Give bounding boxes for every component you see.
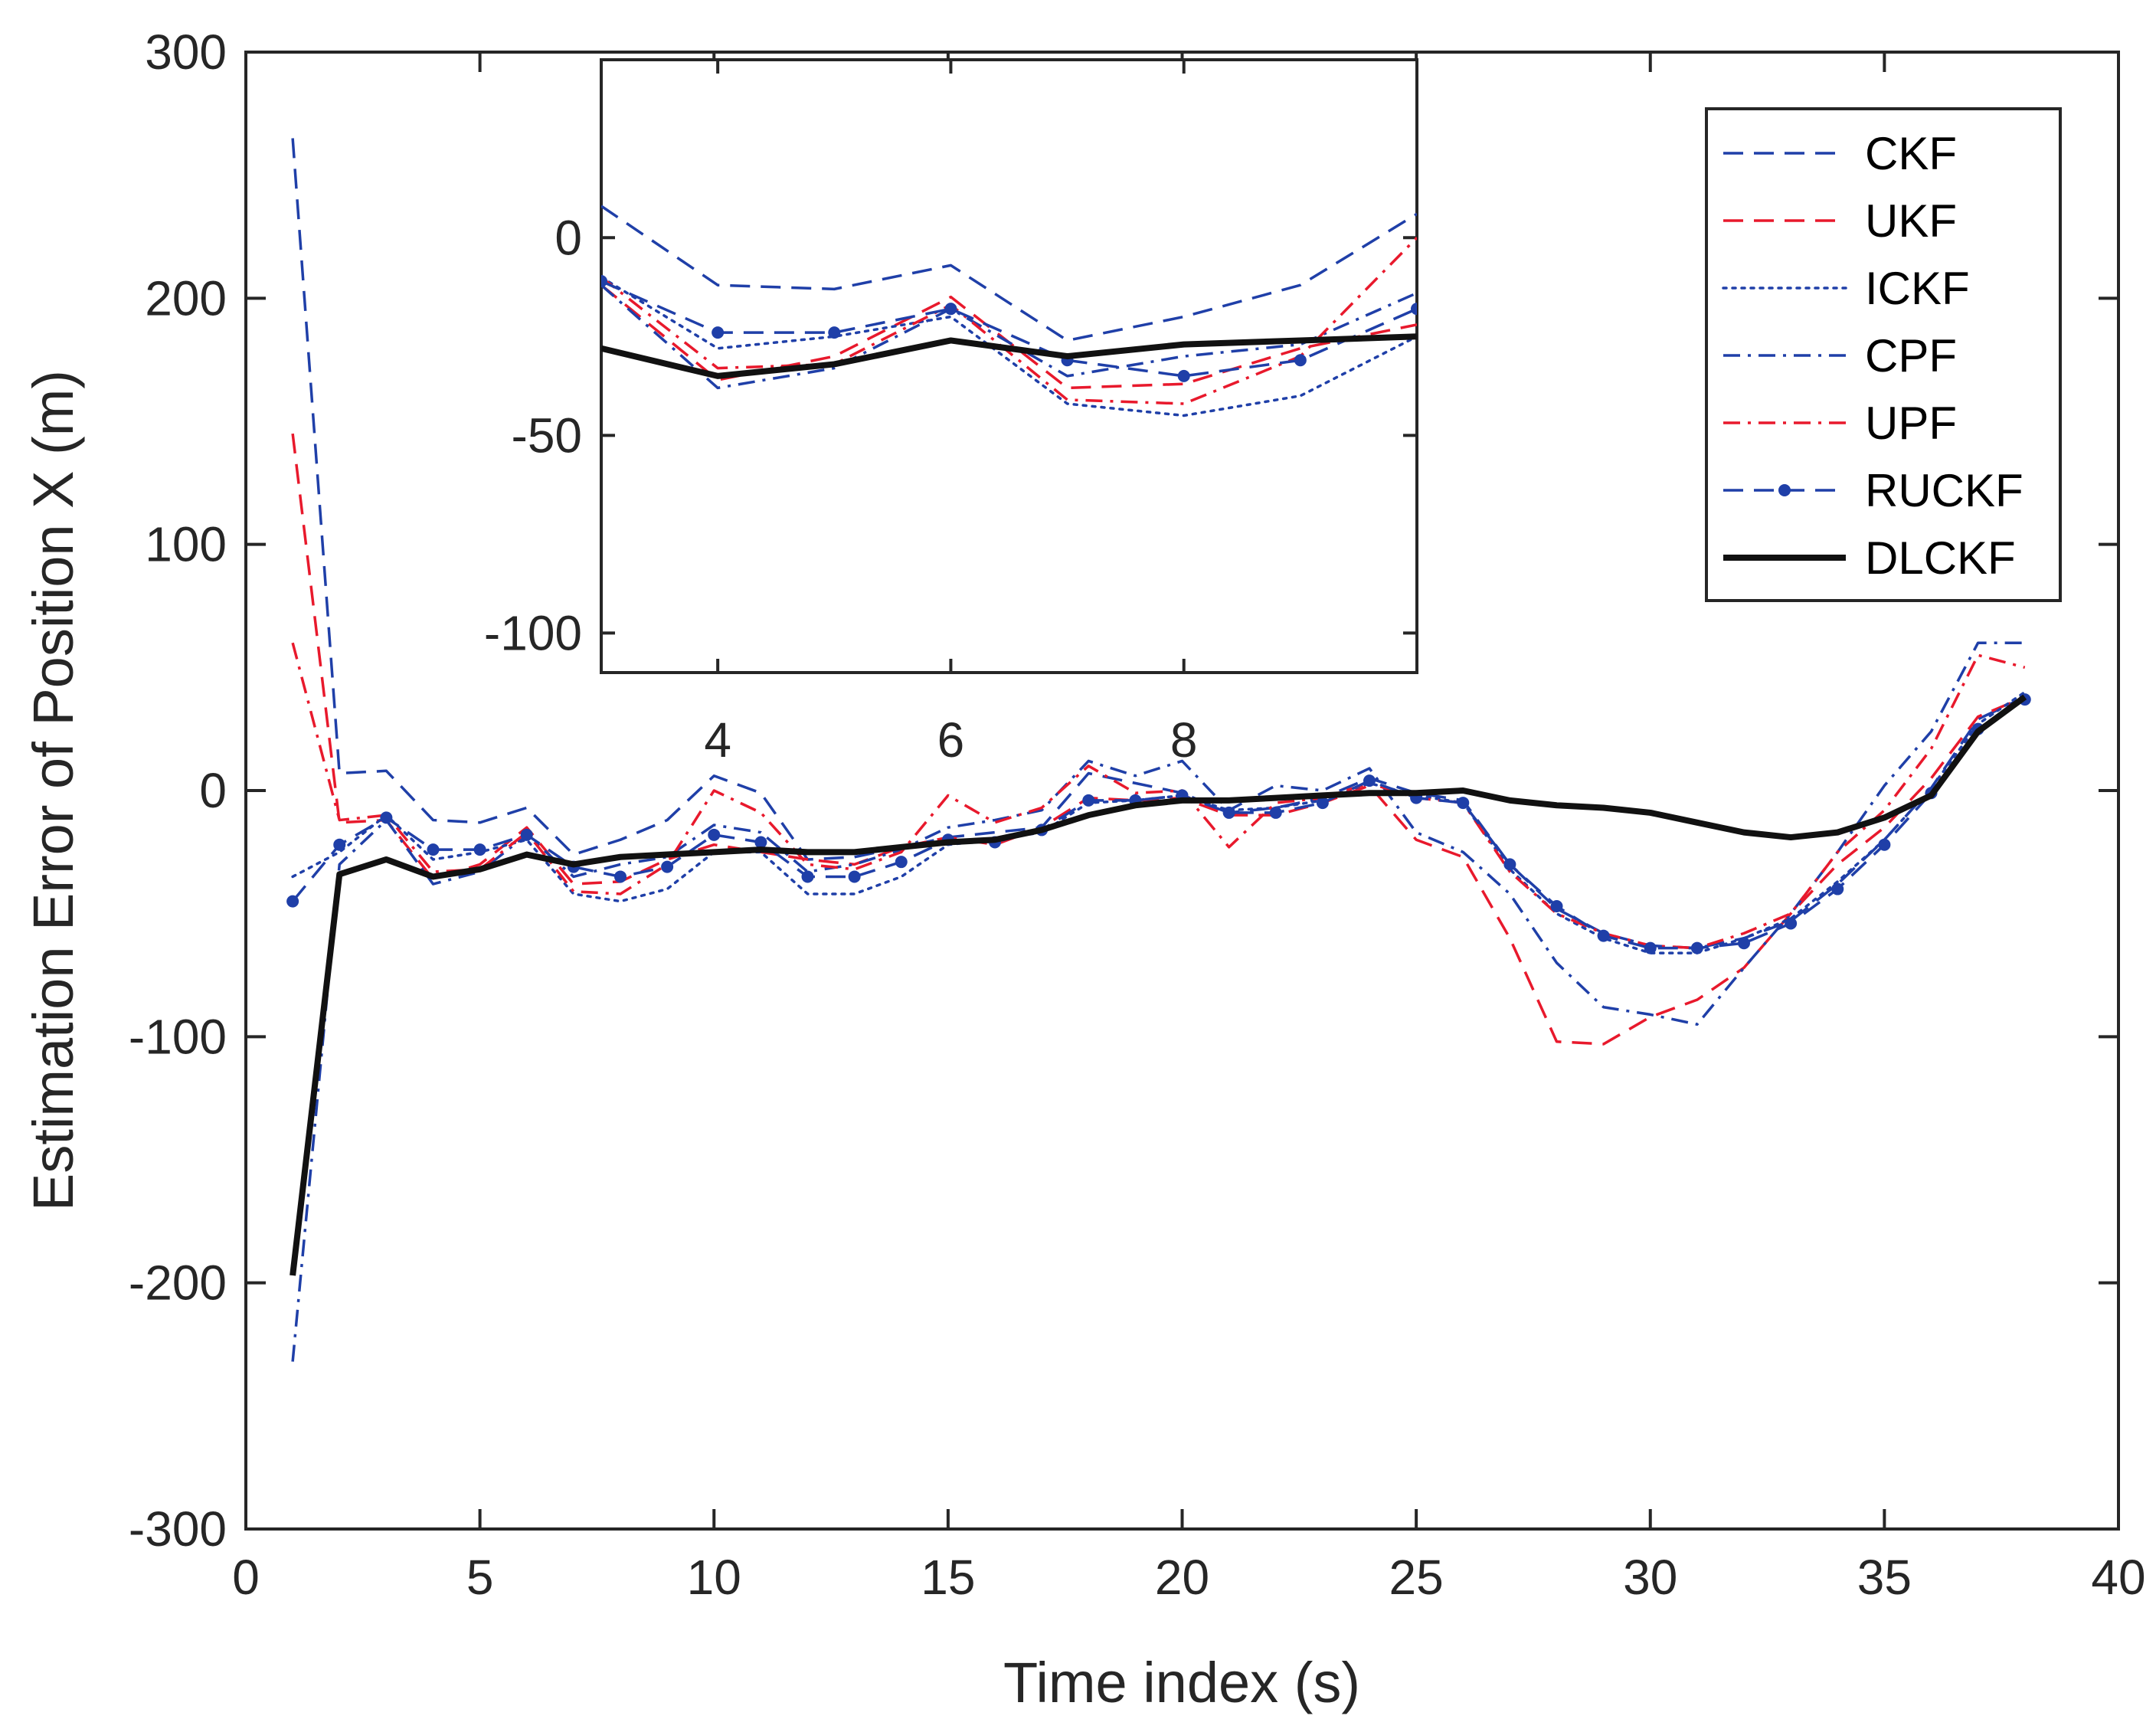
series-point-ruckf	[1597, 929, 1610, 942]
series-point-ruckf	[333, 838, 346, 851]
series-line-cpf	[291, 641, 2025, 1362]
series-point-ruckf	[1690, 941, 1703, 954]
series-point-ruckf	[1831, 882, 1844, 895]
series-point-ruckf	[1222, 806, 1235, 819]
series-point-ruckf	[895, 856, 908, 869]
inset-series-point-ruckf	[1411, 303, 1417, 316]
y-tick-label: 300	[145, 25, 227, 80]
inset-series-line-dlckf	[601, 333, 1417, 379]
y-tick-label: -100	[129, 1009, 227, 1064]
inset-series-point-ruckf	[1177, 369, 1190, 382]
inset-series-group	[601, 205, 1417, 417]
series-point-ruckf	[427, 843, 440, 856]
x-tick-label: 15	[921, 1550, 975, 1605]
legend-label: UKF	[1865, 195, 1957, 247]
inset-series-point-ruckf	[1294, 354, 1307, 367]
series-point-ruckf	[1738, 937, 1750, 950]
series-point-ruckf	[1457, 797, 1470, 810]
series-point-ruckf	[1878, 838, 1891, 851]
inset-series-point-ruckf	[828, 326, 841, 339]
series-point-ruckf	[1316, 797, 1329, 810]
x-tick-label: 20	[1155, 1550, 1209, 1605]
y-tick-label: -300	[129, 1501, 227, 1557]
inset-series-line-cpf	[601, 283, 1417, 390]
series-point-ruckf	[1269, 806, 1282, 819]
inset-y-tick-label: -50	[512, 408, 583, 463]
series-point-ruckf	[801, 870, 814, 883]
series-line-upf	[291, 642, 2026, 950]
x-tick-label: 30	[1623, 1550, 1677, 1605]
series-point-ruckf	[1082, 794, 1095, 807]
legend-label: ICKF	[1865, 263, 1970, 314]
y-axis-title: Estimation Error of Position X (m)	[21, 370, 85, 1211]
y-tick-label: 100	[145, 517, 227, 572]
inset-series-point-ruckf	[944, 303, 957, 316]
x-tick-label: 5	[466, 1550, 494, 1605]
series-line-ckf	[291, 138, 2026, 950]
series-point-ruckf	[754, 836, 767, 849]
x-tick-label: 40	[2091, 1550, 2145, 1605]
x-tick-label: 25	[1389, 1550, 1444, 1605]
y-tick-label: 0	[199, 763, 227, 818]
series-point-ruckf	[1363, 774, 1376, 787]
legend-label: DLCKF	[1865, 532, 2016, 584]
inset-series-line-ckf	[601, 205, 1417, 342]
x-axis-title: Time index (s)	[1003, 1651, 1360, 1714]
inset-plot-area	[600, 58, 1418, 674]
inset-series-line-ruckf	[601, 280, 1417, 378]
series-point-ruckf	[1503, 858, 1516, 871]
series-point-ruckf	[1785, 917, 1798, 930]
legend-label: UPF	[1865, 398, 1957, 449]
y-tick-label: -200	[129, 1256, 227, 1311]
series-point-ruckf	[614, 870, 627, 883]
inset-x-tick-label: 4	[704, 712, 731, 768]
series-point-ruckf	[473, 843, 486, 856]
inset-x-tick-label: 8	[1170, 712, 1198, 768]
main-series-group	[286, 138, 2031, 1362]
series-point-ruckf	[1550, 900, 1563, 913]
legend-label: RUCKF	[1865, 465, 2023, 516]
inset-y-tick-label: 0	[555, 210, 582, 265]
y-tick-label: 200	[145, 270, 227, 326]
legend-label: CKF	[1865, 128, 1957, 179]
inset-series-line-ickf	[601, 276, 1417, 417]
series-point-ruckf	[520, 828, 533, 841]
series-point-ruckf	[708, 828, 721, 841]
x-tick-label: 35	[1857, 1550, 1912, 1605]
legend-marker-ruckf	[1778, 484, 1791, 496]
inset-axis-ticks: 4 6 8 -100 -50 0	[484, 60, 1417, 768]
x-tick-label: 10	[687, 1550, 741, 1605]
series-point-ruckf	[380, 811, 393, 824]
series-point-ruckf	[286, 895, 299, 908]
x-tick-label: 0	[232, 1550, 260, 1605]
series-point-ruckf	[1644, 941, 1657, 954]
legend-label: CPF	[1865, 330, 1957, 381]
inset-series-point-ruckf	[601, 275, 607, 288]
inset-x-tick-label: 6	[937, 712, 965, 768]
legend: CKF UKF ICKF CPF UPF RUCKF DLCKF	[1705, 107, 2062, 602]
inset-y-tick-label: -100	[484, 605, 582, 660]
series-point-ruckf	[661, 860, 674, 873]
series-line-ruckf	[291, 698, 2026, 950]
series-point-ruckf	[848, 870, 861, 883]
series-line-dlckf	[290, 694, 2027, 1276]
inset-series-point-ruckf	[712, 326, 725, 339]
